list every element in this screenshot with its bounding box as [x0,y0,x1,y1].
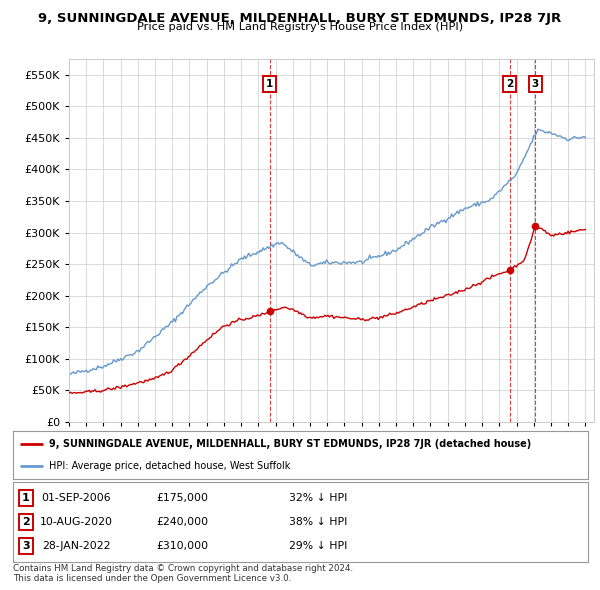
Text: 3: 3 [22,541,29,550]
Text: £175,000: £175,000 [157,493,209,503]
Text: 2: 2 [506,79,514,89]
Text: 2: 2 [22,517,30,527]
Text: Contains HM Land Registry data © Crown copyright and database right 2024.: Contains HM Land Registry data © Crown c… [13,564,353,573]
Text: 28-JAN-2022: 28-JAN-2022 [42,541,110,550]
Text: Price paid vs. HM Land Registry's House Price Index (HPI): Price paid vs. HM Land Registry's House … [137,22,463,32]
Text: 1: 1 [22,493,30,503]
Text: 3: 3 [532,79,539,89]
Text: 32% ↓ HPI: 32% ↓ HPI [289,493,347,503]
Text: HPI: Average price, detached house, West Suffolk: HPI: Average price, detached house, West… [49,461,290,471]
Text: 1: 1 [266,79,274,89]
Text: 9, SUNNINGDALE AVENUE, MILDENHALL, BURY ST EDMUNDS, IP28 7JR: 9, SUNNINGDALE AVENUE, MILDENHALL, BURY … [38,12,562,25]
Text: £310,000: £310,000 [157,541,209,550]
Text: 01-SEP-2006: 01-SEP-2006 [41,493,111,503]
Text: 10-AUG-2020: 10-AUG-2020 [40,517,113,527]
Text: £240,000: £240,000 [157,517,209,527]
Text: 9, SUNNINGDALE AVENUE, MILDENHALL, BURY ST EDMUNDS, IP28 7JR (detached house): 9, SUNNINGDALE AVENUE, MILDENHALL, BURY … [49,439,531,449]
Text: 38% ↓ HPI: 38% ↓ HPI [289,517,347,527]
Text: This data is licensed under the Open Government Licence v3.0.: This data is licensed under the Open Gov… [13,574,292,583]
Text: 29% ↓ HPI: 29% ↓ HPI [289,541,347,550]
